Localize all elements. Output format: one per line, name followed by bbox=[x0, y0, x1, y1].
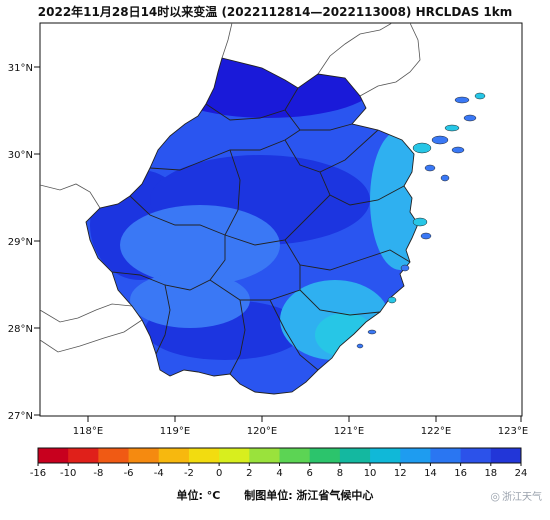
admin-boundaries bbox=[85, 57, 419, 395]
longitude-axis: 118°E 119°E 120°E 121°E 122°E 123°E bbox=[73, 416, 528, 437]
colorbar-tick-label: -6 bbox=[124, 468, 134, 479]
colorbar-swatch bbox=[370, 448, 401, 463]
colorbar-swatch bbox=[309, 448, 341, 463]
lon-tick-label: 119°E bbox=[160, 426, 190, 437]
colorbar-tick-label: 14 bbox=[424, 468, 437, 479]
colorbar-tick-label: 4 bbox=[276, 468, 282, 479]
colorbar-tick-label: 12 bbox=[394, 468, 407, 479]
colorbar-swatch bbox=[188, 448, 220, 463]
colorbar-tick-label: 2 bbox=[246, 468, 252, 479]
colorbar-tick-label: 24 bbox=[515, 468, 528, 479]
colorbar-tick-label: 0 bbox=[216, 468, 222, 479]
lon-tick-label: 120°E bbox=[247, 426, 277, 437]
colorbar-tick-label: -4 bbox=[154, 468, 164, 479]
colorbar-swatch bbox=[219, 448, 250, 463]
lat-tick-label: 30°N bbox=[8, 150, 33, 161]
lat-tick-label: 28°N bbox=[8, 324, 33, 335]
producer-label: 制图单位: 浙江省气候中心 bbox=[244, 489, 374, 502]
watermark-text: 浙江天气 bbox=[502, 492, 542, 503]
lon-tick-label: 123°E bbox=[498, 426, 528, 437]
lon-tick-label: 118°E bbox=[73, 426, 103, 437]
colorbar-tick-label: -10 bbox=[60, 468, 76, 479]
colorbar-swatch bbox=[490, 448, 522, 463]
colorbar-swatch bbox=[249, 448, 280, 463]
colorbar-swatch bbox=[68, 448, 99, 463]
colorbar-swatch bbox=[158, 448, 190, 463]
colorbar-tick-label: -16 bbox=[30, 468, 46, 479]
colorbar-tick-label: 8 bbox=[337, 468, 343, 479]
colorbar-tick-label: 16 bbox=[454, 468, 467, 479]
neighbour-boundaries bbox=[40, 23, 421, 353]
colorbar-tick-label: 10 bbox=[364, 468, 377, 479]
map-title: 2022年11月28日14时以来变温 (2022112814—202211300… bbox=[37, 5, 513, 19]
lon-tick-label: 121°E bbox=[334, 426, 364, 437]
colorbar: -16 -10 -8 -6 -4 -2 0 2 4 6 8 10 12 14 16 18 24 bbox=[30, 447, 528, 479]
lat-tick-label: 27°N bbox=[8, 411, 33, 422]
latitude-axis: 31°N 30°N 29°N 28°N 27°N bbox=[8, 63, 40, 422]
colorbar-swatch bbox=[128, 448, 160, 463]
colorbar-swatch bbox=[339, 448, 371, 463]
weibo-icon: ◎ bbox=[490, 490, 500, 503]
colorbar-swatch bbox=[460, 448, 492, 463]
legend-caption: 单位: °C 制图单位: 浙江省气候中心 bbox=[0, 487, 550, 503]
lat-tick-label: 29°N bbox=[8, 237, 33, 248]
colorbar-swatch bbox=[279, 448, 311, 463]
colorbar-tick-label: -2 bbox=[184, 468, 194, 479]
province-outline bbox=[85, 57, 419, 395]
colorbar-swatch bbox=[430, 448, 462, 463]
colorbar-tick-label: -8 bbox=[93, 468, 103, 479]
unit-label: 单位: °C bbox=[176, 489, 221, 502]
colorbar-swatch bbox=[38, 448, 69, 463]
watermark: ◎ 浙江天气 bbox=[490, 488, 542, 503]
islands bbox=[356, 92, 486, 349]
colorbar-tick-label: 6 bbox=[307, 468, 313, 479]
colorbar-swatch bbox=[400, 448, 431, 463]
colorbar-swatch bbox=[98, 448, 130, 463]
colorbar-tick-label: 18 bbox=[484, 468, 497, 479]
lon-tick-label: 122°E bbox=[421, 426, 451, 437]
lat-tick-label: 31°N bbox=[8, 63, 33, 74]
